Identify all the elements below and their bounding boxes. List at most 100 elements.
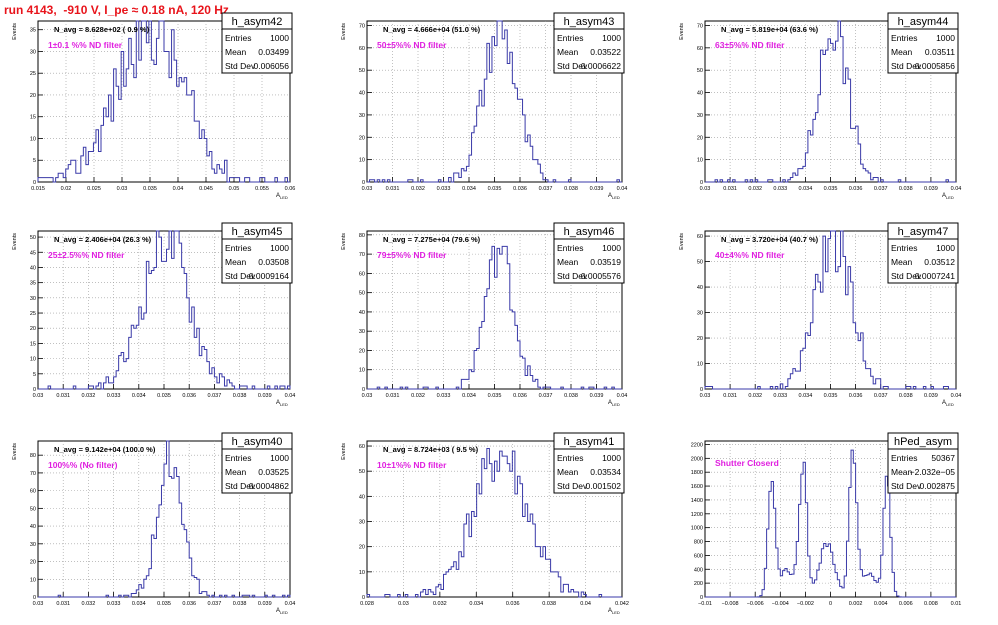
y-tick-label: 40 [697, 91, 703, 97]
y-tick-label: 60 [359, 271, 365, 277]
y-tick-label: 2000 [691, 456, 703, 462]
stats-box [553, 448, 625, 494]
stats-label: Mean [225, 467, 247, 477]
histogram-name: h_asym45 [232, 226, 283, 238]
x-tick-label: 0.006 [899, 601, 913, 607]
y-tick-label: 70 [359, 23, 365, 29]
y-tick-label: 0 [362, 595, 365, 601]
y-tick-label: 25 [30, 71, 36, 77]
y-tick-label: 600 [694, 553, 703, 559]
stats-value: 1000 [270, 453, 289, 463]
y-tick-label: 35 [30, 281, 36, 287]
x-tick-label: 0.038 [899, 186, 913, 192]
y-tick-label: 30 [30, 49, 36, 55]
y-tick-label: 10 [30, 357, 36, 363]
stats-label: Mean [225, 257, 247, 267]
x-tick-label: 0.04 [580, 601, 591, 607]
y-tick-label: 35 [30, 28, 36, 34]
stats-box [221, 238, 293, 284]
stats-value: 0.03512 [924, 257, 955, 267]
y-tick-label: 0 [700, 180, 703, 186]
y-tick-label: 10 [359, 158, 365, 164]
stats-value: 0.0005576 [581, 271, 621, 281]
y-tick-label: 40 [359, 310, 365, 316]
y-tick-label: 200 [694, 581, 703, 587]
x-tick-label: 0.038 [542, 601, 556, 607]
x-tick-label: 0.034 [799, 393, 813, 399]
y-tick-label: 50 [30, 506, 36, 512]
x-tick-label: 0.038 [564, 186, 578, 192]
y-tick-label: 40 [359, 494, 365, 500]
x-tick-label: 0.035 [157, 393, 171, 399]
histogram-panel-h_asym41: 0.028 0.03 0.032 0.034 0.036 0.038 0.04 0.042 0 1… [341, 432, 629, 615]
stats-label: Entries [557, 33, 583, 43]
x-tick-label: 0.033 [437, 393, 451, 399]
y-tick-label: 800 [694, 540, 703, 546]
stats-label: Std Dev [891, 481, 922, 491]
x-tick-label: 0.03 [398, 601, 409, 607]
x-tick-label: 0.039 [590, 393, 604, 399]
stats-value: 1000 [270, 33, 289, 43]
stats-value: 50367 [931, 453, 955, 463]
stats-label: Std Dev [891, 271, 922, 281]
x-tick-label: 0.038 [233, 601, 247, 607]
y-tick-label: 0 [33, 180, 36, 186]
x-tick-label: 0.025 [87, 186, 101, 192]
histogram-panel-h_asym46: 0.03 0.031 0.032 0.033 0.034 0.035 0.036 0.037 0… [341, 222, 627, 407]
histogram-panel-h_asym47: 0.03 0.031 0.032 0.033 0.034 0.035 0.036 0.037 0… [679, 222, 962, 407]
filter-annotation: 50±5%% ND filter [377, 40, 447, 50]
y-axis-label: Events [12, 233, 18, 250]
y-tick-label: 30 [697, 311, 703, 317]
x-tick-label: 0.037 [208, 601, 222, 607]
x-tick-label: 0.05 [229, 186, 240, 192]
filter-annotation: 10±1%% ND filter [377, 460, 447, 470]
x-tick-label: 0.03 [33, 601, 44, 607]
x-tick-label: 0.035 [157, 601, 171, 607]
stats-value: 0.03499 [258, 47, 289, 57]
stats-box [887, 448, 959, 494]
stats-label: Entries [225, 33, 251, 43]
x-tick-label: 0.031 [723, 186, 737, 192]
x-tick-label: 0.039 [590, 186, 604, 192]
y-tick-label: 30 [697, 113, 703, 119]
x-tick-label: 0.038 [899, 393, 913, 399]
histogram-name: hPed_asym [894, 436, 952, 448]
x-tick-label: 0.03 [362, 186, 373, 192]
x-tick-label: 0.04 [951, 393, 962, 399]
histogram-name: h_asym40 [232, 436, 283, 448]
stats-label: Entries [891, 243, 917, 253]
y-tick-label: 60 [30, 489, 36, 495]
y-tick-label: 0 [700, 595, 703, 601]
y-tick-label: 60 [359, 46, 365, 52]
histogram-line [366, 448, 622, 598]
x-axis-label: ALED [942, 400, 954, 407]
y-tick-label: 40 [30, 265, 36, 271]
stats-value: 0.03525 [258, 467, 289, 477]
y-tick-label: 20 [30, 326, 36, 332]
y-tick-label: 30 [30, 296, 36, 302]
x-tick-label: 0.031 [56, 601, 70, 607]
x-tick-label: 0.034 [132, 601, 146, 607]
stats-value: 0.001502 [586, 481, 622, 491]
x-tick-label: 0.04 [285, 601, 296, 607]
y-tick-label: 1000 [691, 526, 703, 532]
x-tick-label: 0.032 [748, 393, 762, 399]
y-tick-label: 50 [30, 235, 36, 241]
filter-annotation: 1±0.1 %% ND filter [48, 40, 123, 50]
y-tick-label: 15 [30, 341, 36, 347]
y-tick-label: 60 [359, 444, 365, 450]
x-tick-label: 0.037 [539, 186, 553, 192]
x-tick-label: 0.037 [539, 393, 553, 399]
x-axis-label: ALED [608, 193, 620, 200]
x-tick-label: −0.002 [797, 601, 814, 607]
histogram-name: h_asym42 [232, 16, 283, 28]
histogram-panel-hPed_asym: −0.01 −0.008 −0.006 −0.004 −0.002 0 0.002 0.004… [691, 432, 961, 607]
stats-box [553, 238, 625, 284]
y-tick-label: 40 [697, 285, 703, 291]
stats-value: 0.03519 [590, 257, 621, 267]
stats-value: 1000 [602, 33, 621, 43]
y-tick-label: 60 [697, 46, 703, 52]
y-axis-label: Events [679, 23, 685, 40]
x-tick-label: 0.034 [799, 186, 813, 192]
histogram-name: h_asym41 [564, 436, 615, 448]
